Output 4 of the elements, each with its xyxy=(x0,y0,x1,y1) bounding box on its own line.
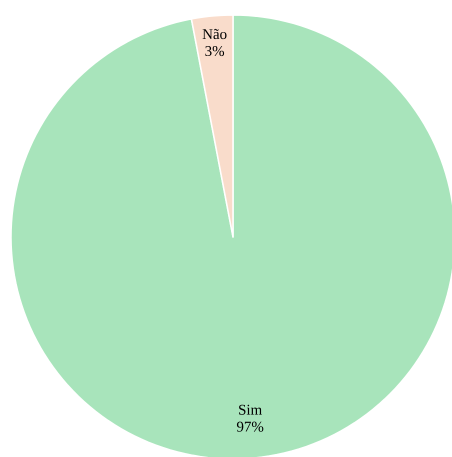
slice-label: Não xyxy=(202,28,227,40)
data-label: 3% xyxy=(205,46,224,56)
slice-label: Sim xyxy=(239,404,262,415)
data-label: 97% xyxy=(236,422,264,432)
